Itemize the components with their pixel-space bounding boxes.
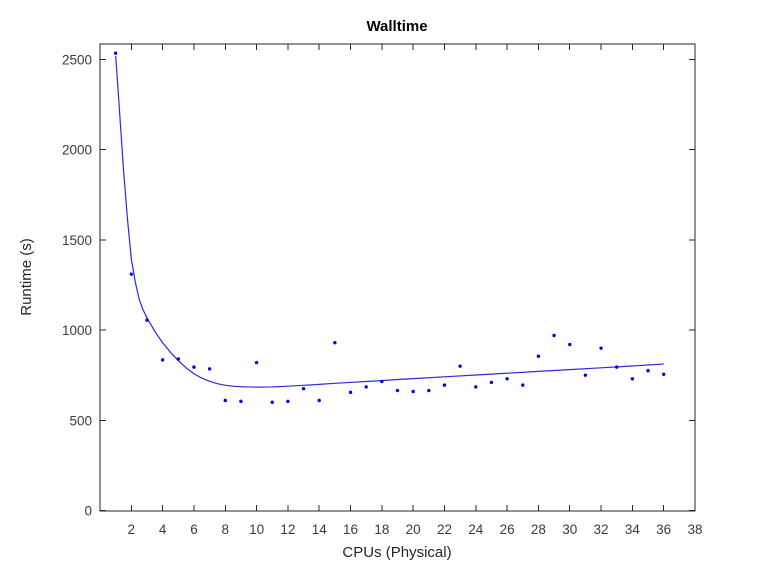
- y-tick-label: 500: [69, 413, 92, 428]
- x-tick-label: 34: [625, 522, 641, 537]
- x-tick-label: 6: [190, 522, 198, 537]
- y-tick-label: 2500: [62, 53, 92, 68]
- x-tick-label: 38: [687, 522, 702, 537]
- data-point: [489, 380, 494, 385]
- x-tick-label: 24: [468, 522, 484, 537]
- data-point: [113, 51, 118, 55]
- fit-line: [115, 55, 664, 388]
- data-point: [521, 383, 525, 387]
- x-tick-label: 2: [128, 522, 136, 537]
- data-point: [286, 399, 290, 404]
- data-point: [145, 318, 149, 322]
- data-point: [301, 387, 306, 391]
- y-tick-label: 1000: [62, 323, 92, 338]
- y-tick-label: 0: [84, 504, 92, 519]
- x-tick-label: 28: [531, 522, 546, 537]
- data-point: [254, 360, 259, 365]
- data-point: [176, 357, 180, 361]
- plot-series: [113, 51, 666, 404]
- x-tick-label: 36: [656, 522, 671, 537]
- x-tick-label: 18: [374, 522, 389, 537]
- x-tick-label: 4: [159, 522, 167, 537]
- data-point: [223, 398, 227, 403]
- data-point: [192, 365, 196, 369]
- x-tick-label: 26: [500, 522, 515, 537]
- data-point: [458, 364, 462, 368]
- x-axis-label: CPUs (Physical): [342, 544, 451, 561]
- x-tick-label: 22: [437, 522, 452, 537]
- x-tick-label: 10: [249, 522, 264, 537]
- data-point: [536, 354, 541, 358]
- x-tick-label: 12: [280, 522, 295, 537]
- plot-box: [99, 43, 696, 512]
- x-tick-label: 14: [312, 522, 328, 537]
- data-point: [207, 367, 212, 371]
- data-point: [364, 385, 368, 389]
- data-point: [411, 389, 415, 394]
- y-tick-label: 1500: [62, 233, 92, 248]
- data-point: [661, 372, 666, 376]
- data-point: [333, 341, 337, 345]
- y-tick-label: 2000: [62, 143, 92, 158]
- x-tick-label: 8: [222, 522, 230, 537]
- y-axis-label: Runtime (s): [18, 238, 35, 316]
- x-tick-label: 20: [406, 522, 421, 537]
- data-point: [395, 388, 400, 393]
- data-point: [552, 333, 556, 338]
- x-tick-label: 32: [594, 522, 609, 537]
- data-point: [129, 272, 134, 276]
- x-tick-label: 16: [343, 522, 358, 537]
- data-point: [427, 388, 431, 393]
- data-point: [505, 377, 509, 381]
- x-tick-label: 30: [562, 522, 577, 537]
- data-point: [442, 383, 447, 387]
- data-point: [630, 377, 635, 381]
- data-point: [239, 399, 243, 404]
- chart-title: Walltime: [366, 18, 427, 35]
- data-point: [380, 379, 384, 384]
- data-point: [348, 390, 353, 395]
- data-point: [160, 358, 165, 362]
- data-point: [583, 373, 588, 377]
- data-point: [568, 342, 572, 347]
- axes: 2 4 6 8 10 12 14 16 18 20 22 24 26 28 30 32 34 36 38050010…: [62, 43, 703, 537]
- data-point: [615, 365, 619, 369]
- data-point: [646, 368, 650, 373]
- data-point: [270, 400, 274, 404]
- data-point: [599, 346, 603, 350]
- data-point: [317, 398, 321, 403]
- data-point: [474, 385, 478, 389]
